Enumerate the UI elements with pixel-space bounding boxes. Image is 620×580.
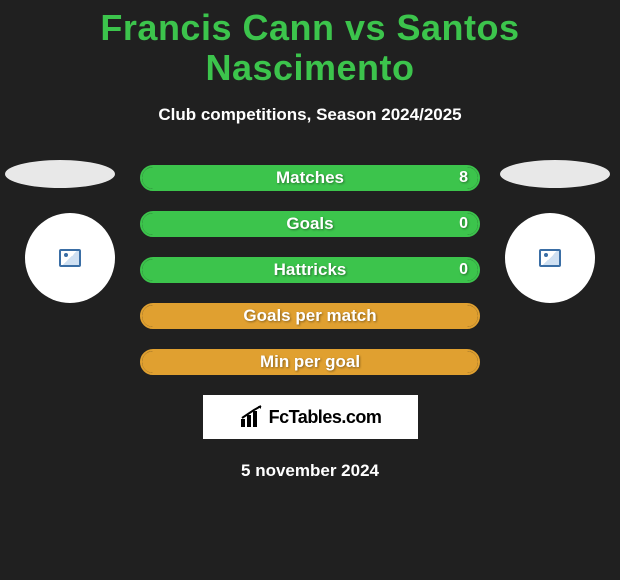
stat-row: Hattricks 0 [140,257,480,283]
stat-label: Matches [276,168,344,188]
country-flag-left [5,160,115,188]
stat-label: Hattricks [274,260,347,280]
brand-badge: FcTables.com [203,395,418,439]
page-title: Francis Cann vs Santos Nascimento [0,0,620,87]
country-flag-right [500,160,610,188]
brand-logo-icon [239,405,265,429]
stat-row: Matches 8 [140,165,480,191]
footer-date: 5 november 2024 [0,461,620,481]
stat-label: Goals [286,214,333,234]
stat-value: 0 [459,261,468,279]
brand-text: FcTables.com [269,407,382,428]
stat-label: Goals per match [243,306,376,326]
season-subtitle: Club competitions, Season 2024/2025 [0,105,620,125]
image-placeholder-icon [539,249,561,267]
stat-row: Min per goal [140,349,480,375]
stat-label: Min per goal [260,352,360,372]
comparison-area: Matches 8 Goals 0 Hattricks 0 Goals per match M… [0,165,620,481]
player-avatar-left [25,213,115,303]
stat-value: 8 [459,169,468,187]
stat-row: Goals per match [140,303,480,329]
image-placeholder-icon [59,249,81,267]
stat-value: 0 [459,215,468,233]
stat-row: Goals 0 [140,211,480,237]
player-avatar-right [505,213,595,303]
stats-list: Matches 8 Goals 0 Hattricks 0 Goals per match M… [140,165,480,375]
